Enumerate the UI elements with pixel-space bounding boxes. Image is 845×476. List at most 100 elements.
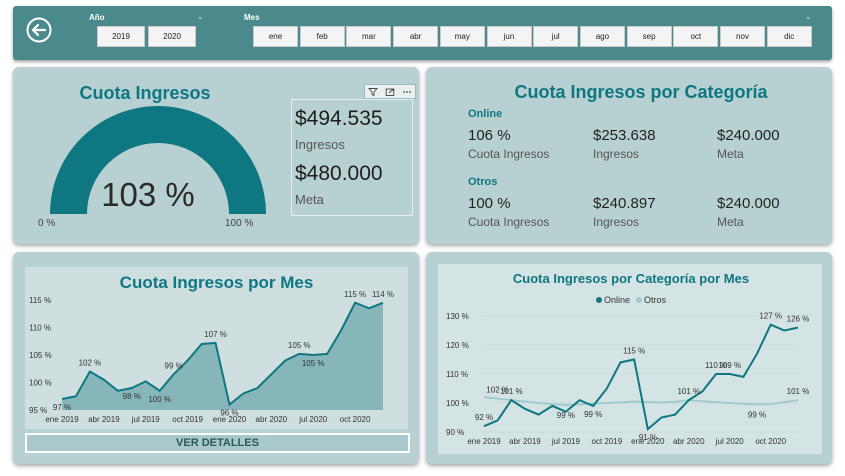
y-tick-label: 95 % <box>29 406 47 415</box>
data-label: 105 % <box>288 341 311 350</box>
otros-ingresos-value: $240.897 <box>593 195 656 212</box>
month-button[interactable]: mar <box>346 26 392 47</box>
y-tick-label: 110 % <box>29 324 51 333</box>
x-tick-label: abr 2019 <box>88 415 120 424</box>
data-label: 109 % <box>718 361 741 370</box>
y-tick-label: 100 % <box>446 399 469 408</box>
otros-cuota-label: Cuota Ingresos <box>468 215 550 229</box>
y-tick-label: 105 % <box>29 351 52 360</box>
gauge-panel: Cuota Ingresos 103 % 0 % 100 % $494.535 … <box>13 67 419 244</box>
month-button[interactable]: sep <box>626 26 672 47</box>
x-tick-label: abr 2019 <box>509 437 541 446</box>
x-tick-label: ene 2020 <box>213 415 247 424</box>
month-button[interactable]: ene <box>253 26 298 47</box>
month-button[interactable]: ago <box>579 26 625 47</box>
otros-ingresos-label: Ingresos <box>593 215 640 229</box>
y-tick-label: 115 % <box>29 296 51 305</box>
y-tick-label: 100 % <box>29 379 52 388</box>
x-tick-label: abr 2020 <box>256 415 288 424</box>
year-button[interactable]: 2019 <box>97 26 145 47</box>
year-slicer-label: Año <box>89 13 105 22</box>
online-ingresos-value: $253.638 <box>593 127 656 144</box>
back-arrow-icon[interactable] <box>26 17 52 43</box>
focus-mode-icon[interactable] <box>385 87 395 97</box>
online-cuota-label: Cuota Ingresos <box>468 147 550 161</box>
gauge-value: 103 % <box>101 176 195 213</box>
data-label: 99 % <box>748 410 766 419</box>
x-tick-label: abr 2020 <box>673 437 705 446</box>
y-tick-label: 110 % <box>446 370 468 379</box>
gauge-max-label: 100 % <box>225 218 254 229</box>
kpi-card: $494.535 Ingresos $480.000 Meta <box>291 99 413 216</box>
month-button[interactable]: dic <box>766 26 812 47</box>
monthly-panel: Cuota Ingresos por Mes 95 % 100 % 105 % 110… <box>13 252 419 464</box>
x-tick-label: jul 2020 <box>298 415 328 424</box>
data-label: 126 % <box>787 315 810 324</box>
x-tick-label: jul 2019 <box>551 437 581 446</box>
data-label: 101 % <box>787 387 810 396</box>
x-tick-label: oct 2020 <box>340 415 371 424</box>
otros-cuota-value: 100 % <box>468 195 511 212</box>
month-button[interactable]: oct <box>673 26 719 47</box>
meta-value: $480.000 <box>295 162 383 185</box>
category-month-panel: Cuota Ingresos por Categoría por Mes Onl… <box>426 252 832 464</box>
month-slicer-label: Mes <box>244 13 260 22</box>
filter-icon[interactable] <box>368 87 379 97</box>
gauge-title: Cuota Ingresos <box>79 83 211 103</box>
gauge-chart <box>50 106 266 214</box>
area-line <box>61 301 384 407</box>
data-label: 102 % <box>486 386 509 395</box>
month-button[interactable]: nov <box>720 26 765 47</box>
otros-meta-label: Meta <box>717 215 744 229</box>
meta-label: Meta <box>295 192 324 207</box>
data-label: 115 % <box>344 290 366 299</box>
chevron-down-icon[interactable]: ⌄ <box>805 12 812 21</box>
data-label: 99 % <box>584 410 602 419</box>
legend-dot <box>596 297 602 303</box>
monthly-area-chart: 95 % 100 % 105 % 110 % 115 % ene 2019 abr 2019… <box>29 290 394 424</box>
data-label: 102 % <box>79 359 102 368</box>
otros-meta-value: $240.000 <box>717 195 780 212</box>
month-button[interactable]: feb <box>299 26 345 47</box>
series-line-online <box>483 323 799 431</box>
online-ingresos-label: Ingresos <box>593 147 640 161</box>
data-label: 99 % <box>557 411 575 420</box>
data-label: 115 % <box>623 347 645 356</box>
data-label: 92 % <box>475 413 493 422</box>
data-label: 107 % <box>204 330 227 339</box>
ver-detalles-button[interactable]: VER DETALLES <box>25 433 410 453</box>
data-label: 98 % <box>123 392 141 401</box>
legend-dot <box>636 297 643 303</box>
legend-label: Online <box>604 295 631 305</box>
data-label: 99 % <box>165 361 183 370</box>
gauge-min-label: 0 % <box>38 218 56 229</box>
category-month-line-chart: 90 % 100 % 110 % 120 % 130 % ene 2019 abr 2019… <box>446 312 810 446</box>
month-button[interactable]: jul <box>533 26 579 47</box>
data-label: 96 % <box>220 409 238 418</box>
year-button[interactable]: 2020 <box>148 26 196 47</box>
month-button[interactable]: abr <box>393 26 439 47</box>
x-tick-label: oct 2019 <box>172 415 203 424</box>
more-options-icon[interactable] <box>402 87 412 97</box>
group-online-label: Online <box>468 108 503 120</box>
data-label: 101 % <box>500 387 523 396</box>
monthly-title: Cuota Ingresos por Mes <box>119 273 314 292</box>
chevron-down-icon[interactable]: ⌄ <box>197 12 204 21</box>
month-button[interactable]: jun <box>486 26 532 47</box>
ingresos-label: Ingresos <box>295 137 345 152</box>
data-label: 100 % <box>148 395 171 404</box>
data-label: 101 % <box>677 387 700 396</box>
x-tick-label: oct 2020 <box>755 437 786 446</box>
data-label: 114 % <box>372 290 394 299</box>
y-tick-label: 120 % <box>446 341 469 350</box>
category-title: Cuota Ingresos por Categoría <box>514 82 768 102</box>
data-label: 127 % <box>759 312 782 321</box>
y-tick-label: 90 % <box>446 428 464 437</box>
group-otros-label: Otros <box>468 176 498 188</box>
category-panel: Cuota Ingresos por Categoría Online 106 … <box>426 67 832 244</box>
x-tick-label: ene 2020 <box>631 437 665 446</box>
month-button[interactable]: may <box>439 26 485 47</box>
ingresos-value: $494.535 <box>295 107 383 130</box>
y-tick-label: 130 % <box>446 312 469 321</box>
x-tick-label: ene 2019 <box>45 415 79 424</box>
